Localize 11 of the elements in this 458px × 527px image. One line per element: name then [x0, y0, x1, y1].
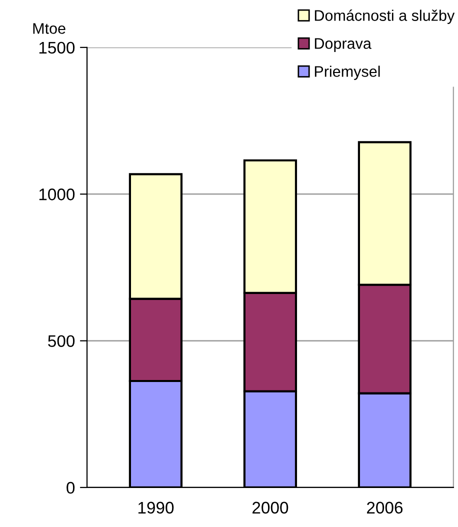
legend-label: Doprava [314, 38, 372, 52]
y-tick-label: 1000 [39, 188, 75, 200]
legend-label: Domácnosti a služby [314, 10, 455, 24]
y-tick-label: 500 [48, 335, 75, 347]
x-tick-label: 1990 [138, 502, 174, 514]
y-axis-title: Mtoe [33, 23, 66, 34]
y-tick-label: 1500 [39, 42, 75, 54]
x-tick-label: 2000 [252, 502, 288, 514]
legend-label: Priemysel [314, 66, 380, 80]
x-tick-label: 2006 [367, 502, 403, 514]
y-tick-label: 0 [66, 482, 75, 494]
